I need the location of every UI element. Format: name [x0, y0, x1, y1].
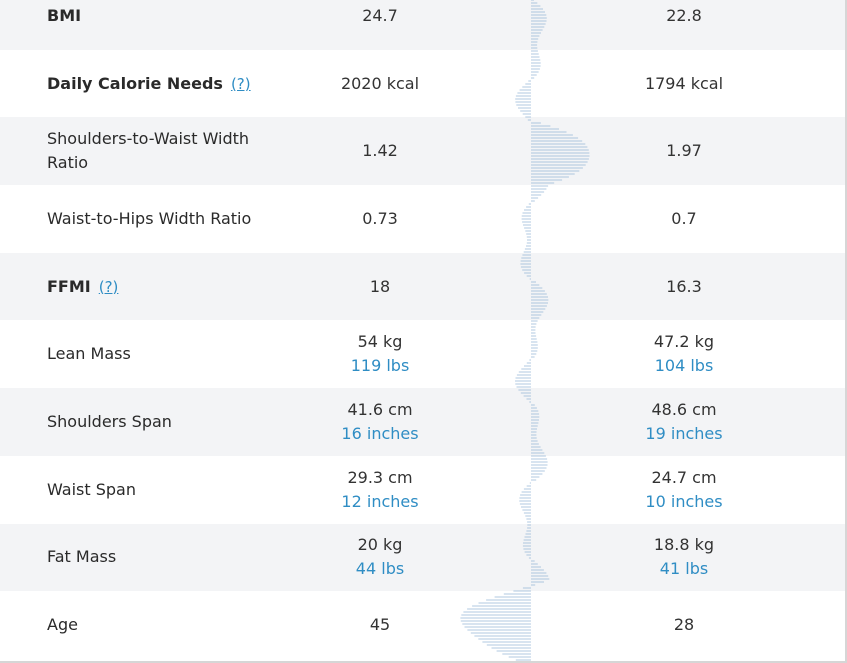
left-value-cell: 54 kg 119 lbs [280, 320, 480, 388]
right-value-main: 47.2 kg [653, 332, 715, 352]
left-value-cell: 45 [280, 591, 480, 659]
left-value-cell: 18 [280, 253, 480, 321]
table-row: Daily Calorie Needs (?) 2020 kcal 1794 kcal [0, 49, 845, 118]
right-value-cell: 28 [584, 591, 784, 659]
row-label: Shoulders-to-Waist Width Ratio [47, 117, 267, 185]
row-label-text: Lean Mass [47, 344, 131, 364]
table-row: BMI 24.7 22.8 [0, 0, 845, 50]
left-value-cell: 1.42 [280, 117, 480, 185]
left-value-cell: 24.7 [280, 0, 480, 50]
left-value-imperial: 16 inches [341, 423, 419, 443]
right-value-main: 1.97 [666, 141, 702, 161]
right-value-imperial: 104 lbs [654, 356, 714, 376]
table-row: Waist-to-Hips Width Ratio 0.73 0.7 [0, 185, 845, 253]
left-value-main: 18 [369, 276, 391, 296]
row-label-text: Shoulders-to-Waist Width Ratio [47, 129, 250, 173]
row-label: Shoulders Span [47, 388, 267, 456]
row-label-text: Daily Calorie Needs [47, 73, 223, 93]
row-label-text: FFMI [47, 276, 91, 296]
left-value-main: 54 kg [357, 332, 403, 352]
table-row: Fat Mass 20 kg 44 lbs 18.8 kg 41 lbs [0, 523, 845, 592]
row-label-text: Shoulders Span [47, 411, 172, 431]
right-value-cell: 18.8 kg 41 lbs [584, 524, 784, 592]
left-value-main: 20 kg [357, 535, 403, 555]
row-label: FFMI (?) [47, 253, 267, 321]
left-value-cell: 20 kg 44 lbs [280, 524, 480, 592]
right-value-main: 18.8 kg [653, 535, 715, 555]
right-value-main: 24.7 cm [651, 467, 717, 487]
row-label-text: Age [47, 615, 78, 635]
row-label: Fat Mass [47, 524, 267, 592]
table-row: FFMI (?) 18 16.3 [0, 252, 845, 321]
table-row: Waist Span 29.3 cm 12 inches 24.7 cm 10 inch… [0, 455, 845, 524]
right-value-main: 16.3 [666, 276, 702, 296]
left-value-imperial: 119 lbs [350, 356, 410, 376]
row-label: Daily Calorie Needs (?) [47, 50, 267, 118]
right-value-cell: 0.7 [584, 185, 784, 253]
right-value-imperial: 10 inches [645, 491, 723, 511]
row-label-text: Fat Mass [47, 547, 117, 567]
right-value-main: 0.7 [671, 208, 697, 228]
right-value-cell: 1.97 [584, 117, 784, 185]
right-value-cell: 48.6 cm 19 inches [584, 388, 784, 456]
right-value-imperial: 41 lbs [659, 559, 709, 579]
right-value-cell: 22.8 [584, 0, 784, 50]
right-value-cell: 1794 kcal [584, 50, 784, 118]
left-value-main: 0.73 [362, 208, 398, 228]
left-value-main: 45 [369, 615, 391, 635]
row-label: Lean Mass [47, 320, 267, 388]
row-label: Waist-to-Hips Width Ratio [47, 185, 267, 253]
table-row: Age 45 28 [0, 591, 845, 659]
left-value-main: 29.3 cm [347, 467, 413, 487]
row-label-text: Waist-to-Hips Width Ratio [47, 208, 252, 228]
right-value-main: 28 [673, 615, 695, 635]
right-value-main: 1794 kcal [644, 73, 724, 93]
left-value-imperial: 44 lbs [355, 559, 405, 579]
left-value-main: 2020 kcal [340, 73, 420, 93]
left-value-cell: 2020 kcal [280, 50, 480, 118]
row-label-text: BMI [47, 5, 82, 25]
row-label: Waist Span [47, 456, 267, 524]
row-label-text: Waist Span [47, 479, 136, 499]
row-label: Age [47, 591, 267, 659]
left-value-imperial: 12 inches [341, 491, 419, 511]
table-row: Shoulders Span 41.6 cm 16 inches 48.6 cm 19 … [0, 388, 845, 456]
left-value-cell: 41.6 cm 16 inches [280, 388, 480, 456]
left-value-cell: 0.73 [280, 185, 480, 253]
help-link[interactable]: (?) [230, 74, 251, 93]
left-value-main: 24.7 [362, 5, 398, 25]
right-value-main: 22.8 [666, 5, 702, 25]
table-row: Lean Mass 54 kg 119 lbs 47.2 kg 104 lbs [0, 320, 845, 389]
right-value-cell: 47.2 kg 104 lbs [584, 320, 784, 388]
right-value-main: 48.6 cm [651, 399, 717, 419]
left-value-cell: 29.3 cm 12 inches [280, 456, 480, 524]
left-value-main: 1.42 [362, 141, 398, 161]
help-link[interactable]: (?) [98, 277, 119, 296]
row-label: BMI [47, 0, 267, 50]
table-row: Shoulders-to-Waist Width Ratio 1.42 1.97 [0, 117, 845, 186]
left-value-main: 41.6 cm [347, 399, 413, 419]
right-value-cell: 24.7 cm 10 inches [584, 456, 784, 524]
right-value-cell: 16.3 [584, 253, 784, 321]
right-value-imperial: 19 inches [645, 423, 723, 443]
